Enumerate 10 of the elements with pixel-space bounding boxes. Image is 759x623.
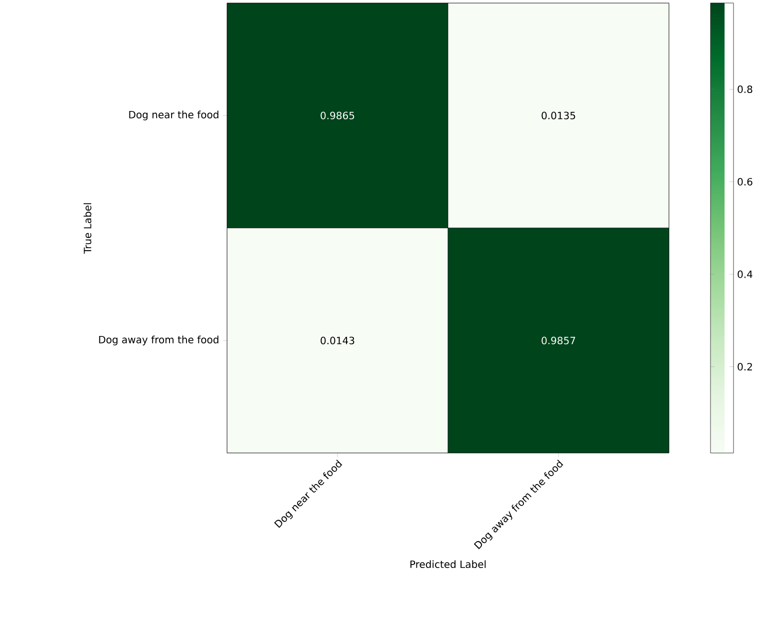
x-axis-title: Predicted Label — [410, 560, 486, 568]
data-label: 0.9857 — [542, 336, 576, 344]
color-bar-label: 0.4 — [738, 270, 752, 278]
data-label: 0.0135 — [542, 112, 576, 120]
data-label: 0.9865 — [320, 112, 354, 120]
y-axis-title: True Label — [84, 203, 92, 254]
color-bar-label: 0.8 — [738, 85, 752, 94]
data-label: 0.0143 — [320, 336, 354, 344]
color-bar-label: 0.6 — [738, 178, 752, 186]
color-bar-label: 0.2 — [738, 362, 752, 371]
